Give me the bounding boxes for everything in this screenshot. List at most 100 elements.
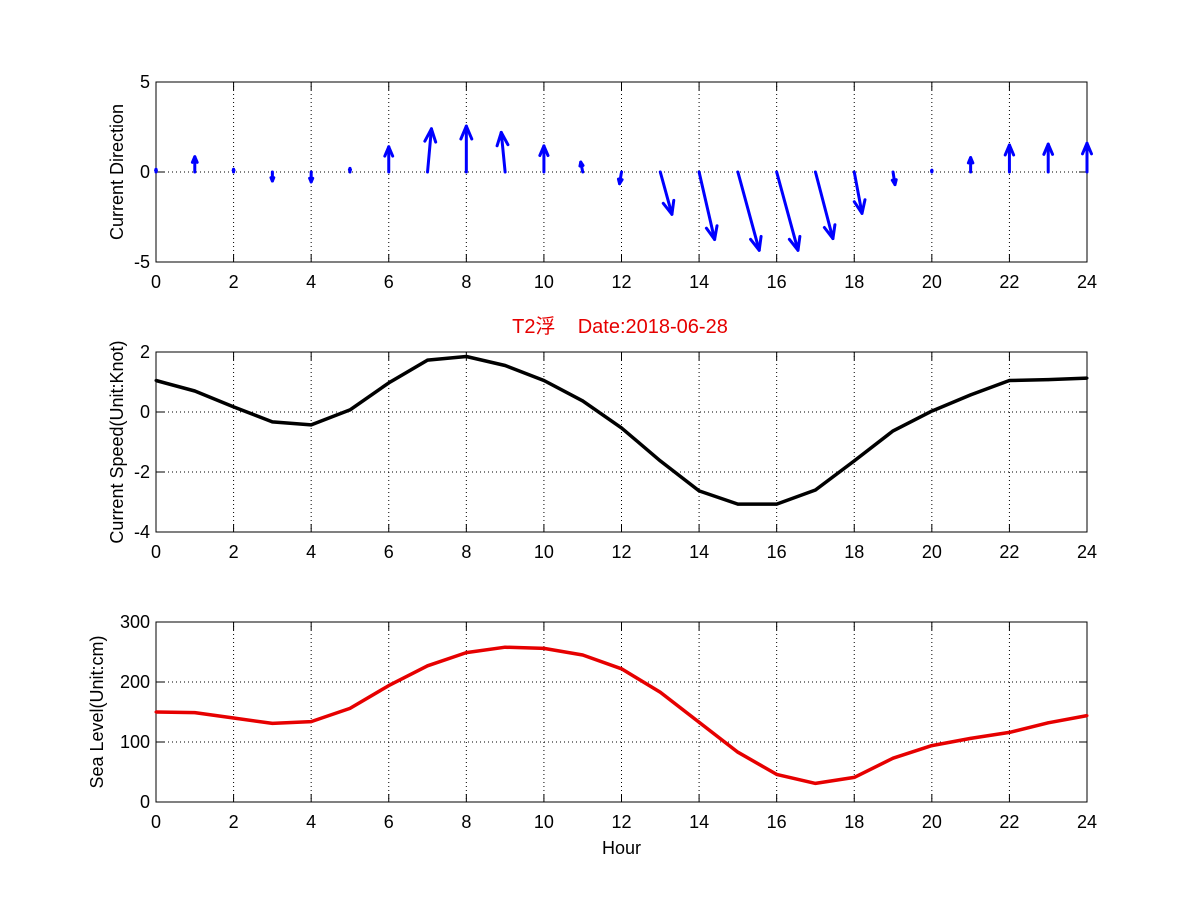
data-point	[969, 393, 973, 397]
quiver-shaft	[426, 127, 433, 174]
data-point	[697, 720, 701, 724]
quiver-arrow	[459, 124, 474, 174]
data-point	[1007, 730, 1011, 734]
quiver-arrow	[383, 145, 395, 174]
quiver-head	[890, 178, 898, 187]
x-tick-label: 18	[844, 272, 864, 292]
data-point	[309, 423, 313, 427]
data-point	[232, 716, 236, 720]
quiver-arrow	[775, 170, 802, 252]
x-tick-label: 0	[151, 542, 161, 562]
data-point	[930, 744, 934, 748]
quiver-head	[308, 176, 315, 184]
x-tick-label: 12	[611, 812, 631, 832]
x-tick-label: 14	[689, 542, 709, 562]
data-point	[270, 721, 274, 725]
x-tick-label: 20	[922, 812, 942, 832]
data-point	[581, 399, 585, 403]
data-point	[775, 772, 779, 776]
x-tick-label: 20	[922, 542, 942, 562]
data-point	[1007, 379, 1011, 382]
data-point	[464, 355, 468, 358]
x-tick-label: 16	[767, 812, 787, 832]
quiver-head	[495, 130, 510, 148]
data-point	[930, 409, 934, 413]
data-point	[581, 653, 585, 657]
quiver-head	[966, 156, 975, 165]
quiver-arrow	[423, 127, 438, 174]
quiver-head	[154, 167, 158, 172]
quiver-head	[383, 145, 395, 158]
data-point	[542, 646, 546, 650]
data-point	[697, 489, 701, 493]
x-tick-label: 8	[461, 542, 471, 562]
data-point	[154, 379, 158, 382]
data-point	[891, 756, 895, 760]
y-tick-label: 2	[140, 342, 150, 362]
quiver-arrow	[736, 170, 763, 252]
data-point	[387, 381, 391, 385]
y-tick-label: -4	[134, 522, 150, 542]
x-tick-label: 0	[151, 272, 161, 292]
quiver-arrow	[1042, 142, 1055, 174]
data-point	[1046, 721, 1050, 725]
y-tick-label: 5	[140, 72, 150, 92]
data-point	[1046, 378, 1050, 382]
data-point	[193, 711, 197, 715]
quiver-arrow	[269, 170, 276, 183]
data-point	[426, 358, 430, 362]
x-tick-label: 22	[999, 812, 1019, 832]
data-point	[542, 379, 546, 382]
quiver-arrow	[658, 170, 676, 216]
quiver-arrow	[966, 156, 975, 174]
data-point	[309, 720, 313, 724]
x-tick-label: 12	[611, 272, 631, 292]
quiver-arrow	[813, 170, 837, 241]
data-point	[852, 459, 856, 463]
data-point	[348, 706, 352, 710]
y-tick-label: 0	[140, 402, 150, 422]
data-point	[503, 364, 507, 367]
quiver-arrow	[852, 170, 867, 215]
data-point	[232, 405, 236, 409]
data-point	[270, 420, 274, 424]
quiver-head	[1042, 142, 1055, 156]
quiver-arrow	[190, 155, 199, 174]
y-tick-label: 200	[120, 672, 150, 692]
quiver-arrow	[697, 170, 719, 241]
data-point	[852, 775, 856, 779]
x-tick-label: 16	[767, 272, 787, 292]
x-tick-label: 2	[229, 812, 239, 832]
data-point	[387, 684, 391, 688]
data-point	[969, 736, 973, 740]
quiver-head	[459, 124, 474, 141]
quiver-head	[347, 166, 353, 172]
y-tick-label: -2	[134, 462, 150, 482]
x-tick-label: 2	[229, 272, 239, 292]
quiver-head	[661, 198, 676, 216]
quiver-arrow	[1003, 143, 1016, 174]
x-tick-label: 0	[151, 812, 161, 832]
data-point	[620, 667, 623, 671]
quiver-arrow	[495, 130, 510, 174]
x-tick-label: 24	[1077, 542, 1097, 562]
x-tick-label: 24	[1077, 272, 1097, 292]
y-tick-label: 0	[140, 792, 150, 812]
data-point	[1085, 714, 1089, 718]
quiver-shaft	[697, 170, 717, 241]
chart-title: T2浮 Date:2018-06-28	[512, 315, 728, 338]
quiver-shaft	[499, 130, 507, 174]
x-axis-label: Hour	[602, 838, 641, 858]
data-point	[193, 389, 197, 393]
quiver-head	[1081, 141, 1093, 156]
quiver-arrow	[578, 160, 585, 174]
x-tick-label: 6	[384, 812, 394, 832]
data-point	[503, 645, 507, 649]
x-tick-label: 6	[384, 542, 394, 562]
data-point	[1085, 376, 1089, 380]
quiver-head	[704, 224, 719, 241]
y-tick-label: 100	[120, 732, 150, 752]
x-tick-label: 22	[999, 272, 1019, 292]
quiver-shaft	[736, 170, 761, 252]
